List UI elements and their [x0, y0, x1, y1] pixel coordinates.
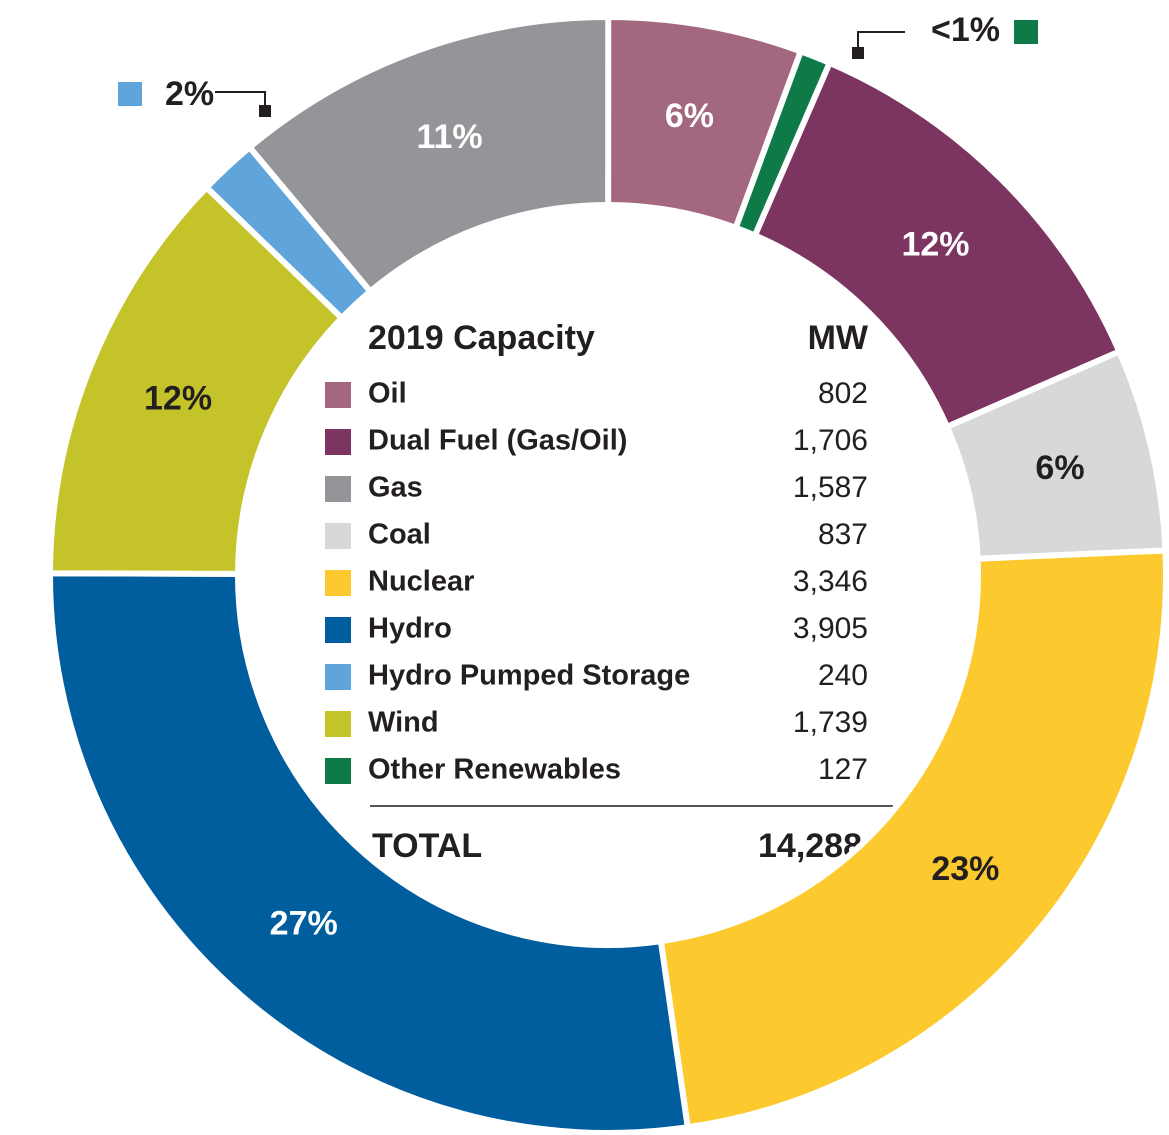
leader-dot [259, 105, 271, 117]
legend-swatch [325, 523, 351, 549]
mw-value: 3,346 [793, 565, 868, 598]
slice-label: <1% [931, 11, 1000, 49]
mw-value: 1,739 [793, 706, 868, 739]
legend-swatch [1014, 20, 1038, 44]
mw-value: 1,706 [793, 424, 868, 457]
slice-label: 6% [1035, 449, 1084, 487]
slice-label: 27% [270, 904, 338, 942]
leader-dot [852, 47, 864, 59]
legend-label: Dual Fuel (Gas/Oil) [368, 425, 627, 457]
legend-label: Hydro [368, 613, 452, 645]
leader-line [215, 91, 266, 108]
donut-slice [245, 14, 612, 296]
legend-swatch [325, 758, 351, 784]
legend-swatch [325, 570, 351, 596]
total-label: TOTAL [372, 827, 482, 865]
legend-label: Coal [368, 519, 431, 551]
mw-value: 1,587 [793, 471, 868, 504]
legend-swatch [118, 82, 142, 106]
table-title: 2019 Capacity [368, 319, 595, 357]
legend-swatch [325, 664, 351, 690]
slice-label: 12% [144, 380, 212, 418]
mw-value: 837 [818, 518, 868, 551]
mw-value: 240 [818, 659, 868, 692]
donut-slice [47, 570, 692, 1135]
legend-label: Hydro Pumped Storage [368, 660, 690, 692]
legend-label: Nuclear [368, 566, 474, 598]
slice-label: 12% [901, 225, 969, 263]
slice-label: 2% [165, 75, 214, 113]
mw-value: 127 [818, 753, 868, 786]
slice-label: 6% [665, 97, 714, 135]
legend-label: Gas [368, 472, 423, 504]
legend-label: Wind [368, 707, 439, 739]
legend-swatch [325, 617, 351, 643]
legend-swatch [325, 382, 351, 408]
legend-swatch [325, 711, 351, 737]
slice-label: 11% [416, 118, 482, 156]
unit-header: MW [808, 319, 869, 357]
mw-value: 3,905 [793, 612, 868, 645]
leader-line [857, 31, 905, 50]
legend-swatch [325, 476, 351, 502]
legend-swatch [325, 429, 351, 455]
legend-label: Other Renewables [368, 754, 621, 786]
donut-slice [657, 547, 1169, 1131]
legend-label: Oil [368, 378, 407, 410]
slice-label: 23% [931, 850, 999, 888]
mw-value: 802 [818, 377, 868, 410]
